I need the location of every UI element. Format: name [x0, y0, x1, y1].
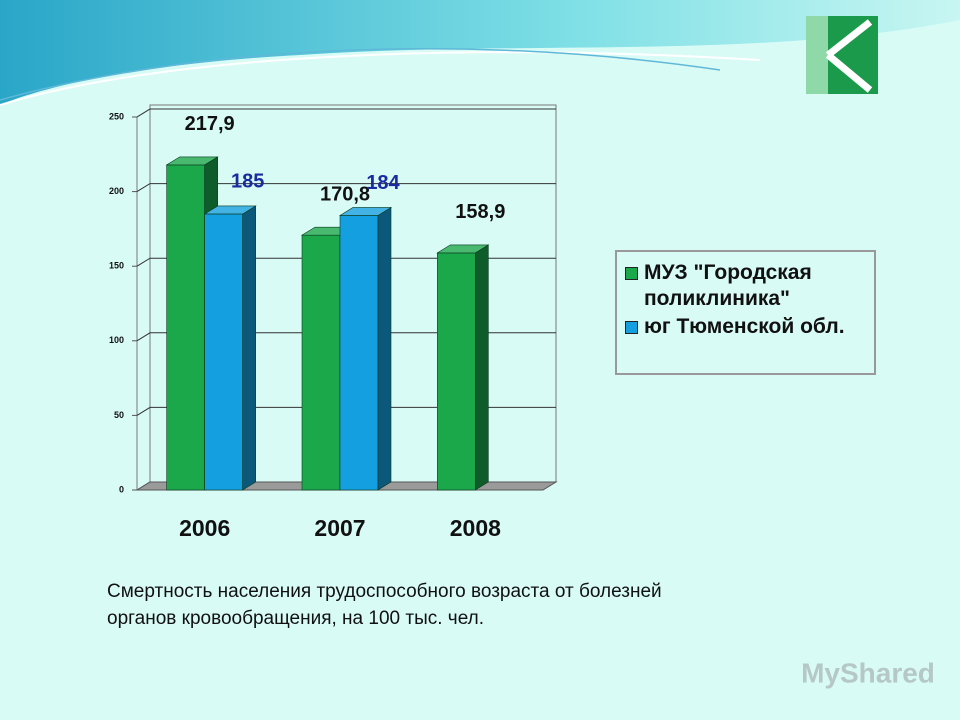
bar [338, 206, 393, 491]
watermark: MyShared [801, 657, 935, 688]
header-wave [0, 0, 960, 105]
bar-front [437, 252, 476, 491]
logo [806, 16, 878, 94]
bar-front [166, 164, 205, 491]
legend-swatch [625, 321, 638, 334]
data-label: 217,9 [185, 113, 235, 135]
wave-line [0, 51, 761, 106]
bar-side [475, 244, 489, 491]
wave-line [0, 47, 721, 101]
bar-front [339, 215, 379, 491]
data-label: 170,8 [320, 183, 370, 205]
legend-entry: МУЗ "Городская поликлиника" [623, 260, 868, 312]
y-tick-label: 0 [119, 484, 124, 494]
grid-line [136, 406, 556, 416]
y-tick-label: 50 [114, 410, 124, 420]
legend-entry: юг Тюменской обл. [623, 314, 868, 340]
y-tick-label: 150 [109, 261, 124, 271]
y-tick-label: 200 [109, 186, 124, 196]
legend: МУЗ "Городская поликлиника" юг Тюменской … [615, 250, 876, 375]
y-tick-label: 100 [109, 335, 124, 345]
grid-line [136, 183, 556, 193]
bar-front [301, 234, 341, 491]
data-label: 184 [366, 172, 400, 194]
x-tick-label: 2008 [450, 515, 501, 541]
x-tick-label: 2007 [314, 515, 365, 541]
bar-top [338, 207, 393, 216]
bar [203, 205, 257, 491]
data-label: 185 [231, 170, 264, 192]
bar-front [204, 213, 243, 491]
legend-label: юг Тюменской обл. [644, 315, 845, 338]
bar-top [165, 156, 219, 166]
bar-top [203, 205, 257, 215]
data-label: 158,9 [455, 201, 505, 223]
y-tick-label: 250 [109, 111, 124, 121]
x-tick-label: 2006 [179, 515, 230, 541]
caption: Смертность населения трудоспособного воз… [107, 581, 662, 629]
grid-line [136, 108, 556, 118]
bar-top [436, 244, 490, 254]
legend-label: МУЗ "Городская поликлиника" [644, 261, 812, 310]
bar [436, 244, 490, 491]
grid-line [136, 332, 556, 342]
grid-line [136, 257, 556, 267]
legend-swatch [625, 267, 638, 280]
bar-side [242, 205, 256, 491]
bar-side [377, 206, 392, 491]
